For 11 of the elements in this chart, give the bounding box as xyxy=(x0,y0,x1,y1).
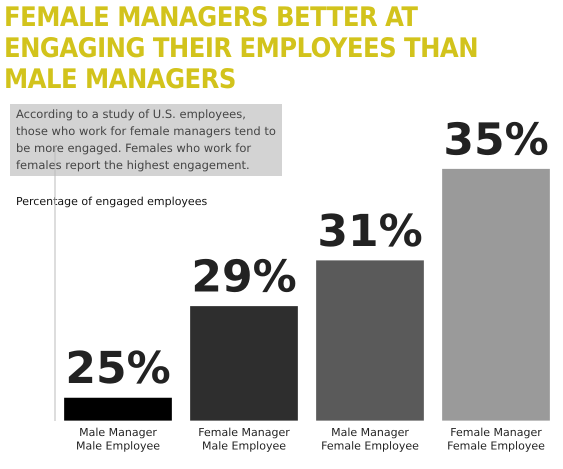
x-tick-label: Male Manager Female Employee xyxy=(321,426,420,452)
x-tick-label: Male Manager Male Employee xyxy=(76,426,160,452)
chart-subtitle: According to a study of U.S. employees, those who work for female managers tend to be more engaged. Females who work for females report the highest engagement. xyxy=(10,104,282,176)
y-axis-title: Percentage of engaged employees xyxy=(16,195,208,208)
data-label: 25% xyxy=(65,343,171,394)
chart-title: FEMALE MANAGERS BETTER AT ENGAGING THEIR EMPLOYEES THAN MALE MANAGERS xyxy=(4,2,480,95)
data-label: 35% xyxy=(443,114,549,166)
x-tick-label: Female Manager Male Employee xyxy=(198,426,290,452)
data-label: 29% xyxy=(191,252,297,303)
x-tick-label: Female Manager Female Employee xyxy=(447,426,546,452)
data-label: 31% xyxy=(317,206,423,257)
